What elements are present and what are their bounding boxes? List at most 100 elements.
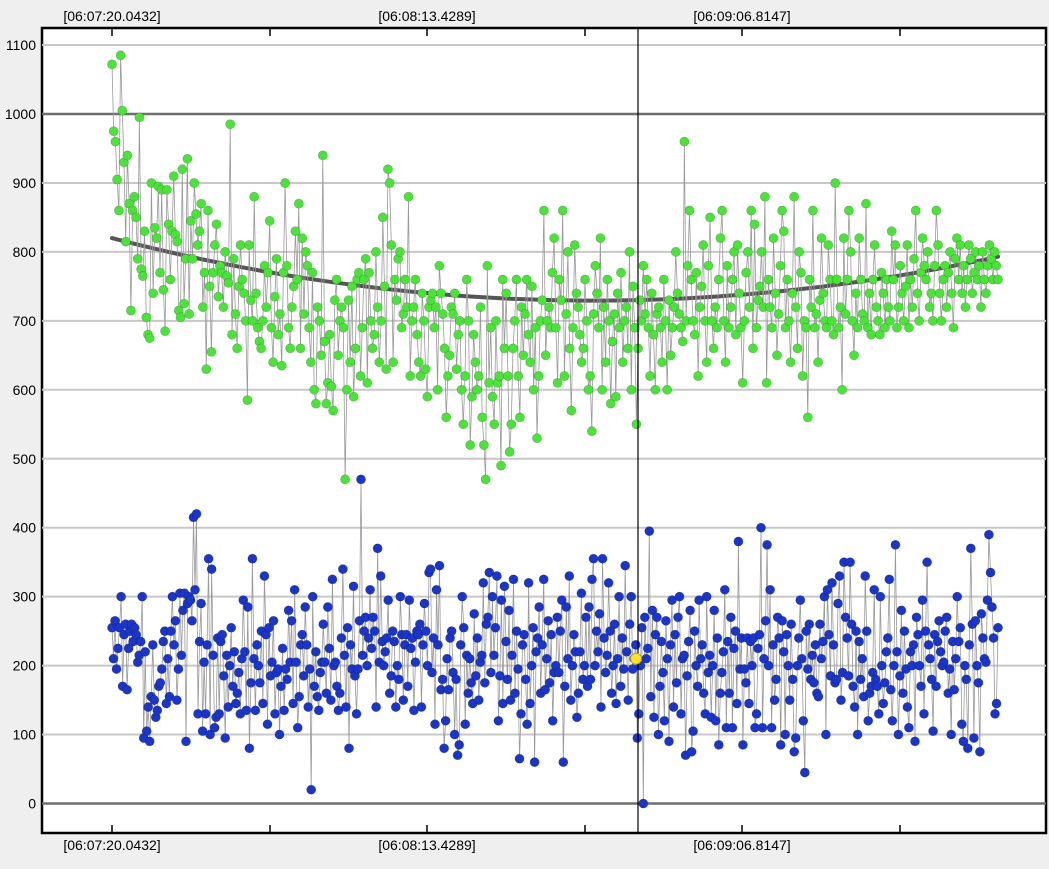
- series-1-point: [181, 736, 191, 747]
- series-0-point: [919, 260, 930, 271]
- series-1-point: [597, 553, 608, 564]
- series-1-point: [214, 709, 225, 719]
- series-0-point: [657, 357, 667, 368]
- series-1-point: [449, 729, 460, 740]
- series-1-point: [914, 660, 925, 671]
- series-0-point: [417, 288, 428, 299]
- series-1-point: [661, 615, 671, 626]
- series-0-point: [139, 226, 150, 237]
- series-0-point: [437, 309, 448, 319]
- series-1-point: [713, 740, 724, 750]
- series-0-point: [408, 302, 419, 312]
- series-1-point: [325, 695, 336, 705]
- series-0-point: [107, 59, 117, 70]
- series-1-point: [365, 584, 375, 595]
- series-1-point: [496, 595, 507, 605]
- highlighted-point[interactable]: [630, 652, 642, 665]
- series-1-point: [778, 646, 789, 657]
- y-tick-label: 300: [13, 589, 37, 605]
- series-1-point: [381, 633, 392, 643]
- series-1-point: [221, 650, 232, 661]
- series-0-point: [638, 260, 649, 271]
- series-1-point: [274, 729, 285, 740]
- series-0-point: [914, 315, 925, 326]
- series-1-point: [390, 702, 401, 712]
- series-1-point: [359, 626, 369, 636]
- series-0-point: [634, 295, 645, 306]
- series-1-point: [286, 615, 297, 626]
- series-0-point: [753, 295, 763, 306]
- series-1-point: [504, 605, 514, 616]
- series-0-point: [549, 233, 559, 243]
- series-0-point: [213, 291, 224, 302]
- series-0-point: [835, 302, 846, 312]
- series-0-point: [873, 315, 883, 326]
- series-1-point: [953, 636, 964, 647]
- series-0-point: [427, 288, 438, 299]
- series-1-point: [804, 619, 815, 630]
- cursor-layer: [630, 28, 642, 833]
- series-0-point: [717, 205, 727, 216]
- series-1-point: [941, 612, 952, 623]
- series-0-point: [801, 322, 811, 333]
- series-0-point: [328, 405, 338, 416]
- series-0-point: [429, 322, 440, 333]
- series-1-point: [446, 626, 457, 636]
- series-0-point: [561, 309, 571, 319]
- series-1-point: [220, 733, 231, 743]
- series-0-point: [341, 384, 352, 395]
- series-0-point: [199, 267, 210, 278]
- series-1-point: [233, 667, 244, 678]
- series-1-point: [494, 671, 505, 681]
- series-0-point: [689, 329, 700, 340]
- series-0-point: [900, 281, 911, 292]
- series-0-point: [616, 267, 626, 278]
- series-0-point: [845, 246, 856, 257]
- series-0-point: [703, 260, 714, 271]
- series-0-point: [470, 357, 481, 368]
- series-1-point: [638, 798, 649, 809]
- series-0-point: [365, 315, 376, 326]
- series-0-point: [403, 191, 414, 202]
- series-0-point: [573, 302, 583, 312]
- series-0-point: [597, 384, 607, 395]
- series-0-point: [343, 295, 354, 306]
- series-1-point: [834, 571, 845, 581]
- series-0-point: [340, 474, 350, 485]
- series-1-point: [173, 664, 184, 674]
- series-0-point: [797, 371, 808, 381]
- series-0-point: [490, 315, 501, 326]
- series-1-point: [922, 557, 932, 568]
- series-0-point: [528, 384, 539, 395]
- series-1-point: [790, 733, 801, 743]
- series-0-point: [640, 309, 650, 319]
- series-0-point: [751, 322, 762, 333]
- series-0-point: [346, 281, 357, 292]
- series-1-point: [336, 633, 347, 643]
- series-1-point: [387, 626, 398, 636]
- series-1-point: [526, 660, 537, 671]
- series-1-point: [733, 536, 744, 547]
- series-0-point: [598, 302, 609, 312]
- series-1-point: [786, 619, 797, 630]
- y-tick-label: 600: [13, 382, 37, 398]
- series-1-point: [431, 584, 442, 595]
- series-0-point: [540, 350, 551, 361]
- series-1-point: [725, 612, 736, 623]
- series-0-point: [580, 274, 590, 285]
- series-1-point: [559, 681, 570, 692]
- series-1-point: [162, 653, 173, 664]
- series-1-point: [641, 653, 652, 664]
- series-0-point: [117, 105, 128, 116]
- y-tick-label: 1000: [5, 106, 36, 122]
- series-0-point: [749, 219, 760, 230]
- series-1-point: [828, 640, 839, 650]
- series-0-point: [802, 412, 813, 423]
- x-tick-label-bottom: [06:07:20.0432]: [63, 837, 160, 853]
- series-1-point: [626, 591, 637, 602]
- series-0-point: [203, 205, 213, 216]
- series-1-point: [250, 705, 261, 716]
- series-1-point: [588, 553, 599, 564]
- series-0-point: [713, 274, 724, 285]
- series-0-point: [177, 164, 188, 175]
